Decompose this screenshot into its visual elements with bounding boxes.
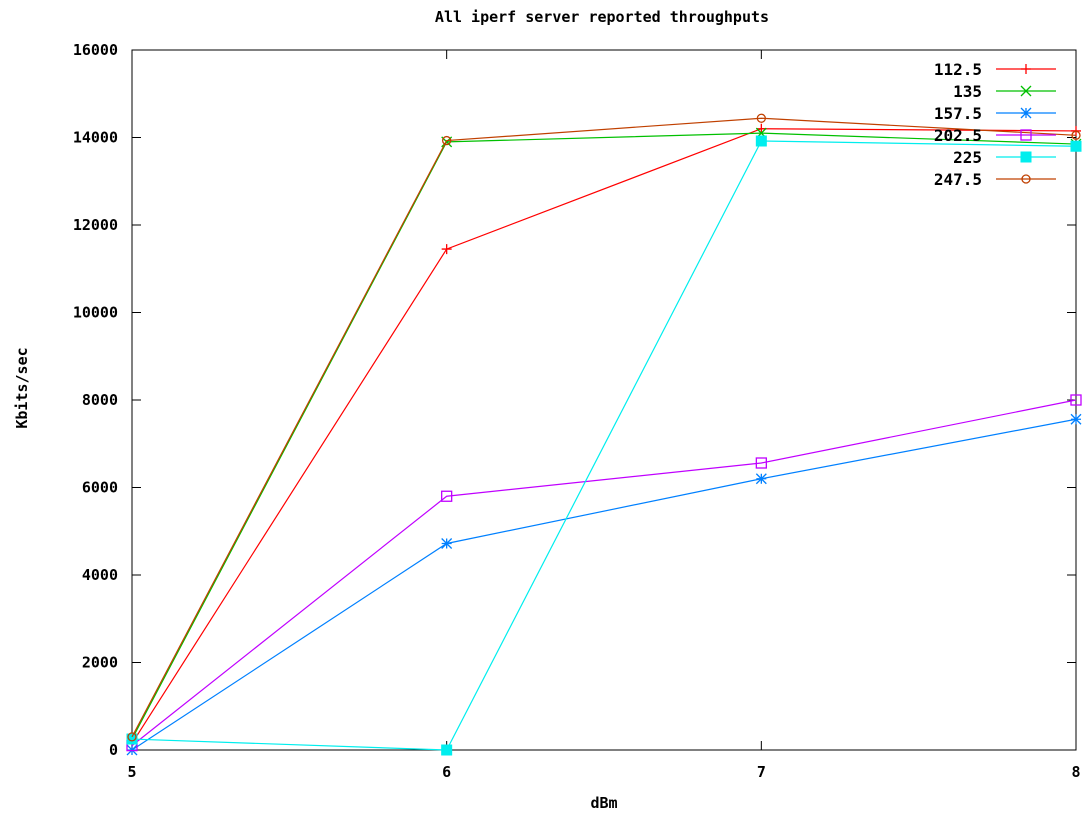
x-tick-label: 7 (757, 763, 766, 781)
chart-title: All iperf server reported throughputs (435, 8, 769, 26)
y-tick-label: 0 (109, 741, 118, 759)
data-point (756, 113, 766, 123)
y-tick-label: 2000 (82, 654, 118, 672)
data-point (755, 473, 767, 485)
data-point (441, 244, 452, 255)
x-axis-label: dBm (590, 794, 617, 812)
legend-label: 202.5 (934, 126, 982, 145)
legend-label: 112.5 (934, 60, 982, 79)
series-line (131, 418, 1077, 751)
data-point (1070, 394, 1082, 406)
legend-marker (1021, 174, 1031, 184)
data-point (755, 457, 767, 469)
legend: 112.5 135 157.5 202.5 225 247.5 (934, 60, 1056, 189)
y-axis-label: Kbits/sec (13, 347, 31, 428)
data-point (441, 744, 453, 756)
data-point (126, 733, 138, 745)
y-tick-label: 12000 (73, 216, 118, 234)
data-point (1070, 140, 1082, 152)
data-point (441, 490, 453, 502)
data-point (756, 123, 767, 134)
ticks-layer: 0 2000 4000 6000 8000 10000 12000 14000 16000 5 6 7… (73, 41, 1081, 781)
series-layer (126, 113, 1082, 756)
data-point (442, 135, 452, 146)
y-tick-label: 4000 (82, 566, 118, 584)
x-tick-label: 5 (127, 763, 136, 781)
series-112.5 (127, 123, 1081, 749)
legend-label: 247.5 (934, 170, 982, 189)
legend-label: 225 (953, 148, 982, 167)
series-line (131, 117, 1077, 738)
y-tick-label: 16000 (73, 41, 118, 59)
legend-marker (1020, 151, 1032, 163)
series-line (131, 140, 1077, 751)
y-tick-label: 14000 (73, 129, 118, 147)
y-tick-label: 8000 (82, 391, 118, 409)
series-202.5 (126, 394, 1082, 752)
data-point (1071, 130, 1081, 140)
series-line (131, 399, 1077, 747)
series-135 (126, 127, 1082, 745)
data-point (441, 538, 453, 549)
series-line (131, 132, 1077, 740)
series-157.5 (126, 413, 1082, 756)
legend-marker (1020, 107, 1032, 119)
x-tick-label: 6 (442, 763, 451, 781)
series-225 (126, 135, 1082, 756)
legend-marker (1021, 64, 1031, 74)
y-tick-label: 10000 (73, 304, 118, 322)
legend-label: 157.5 (934, 104, 982, 123)
data-point (127, 732, 137, 742)
legend-label: 135 (953, 82, 982, 101)
plot-frame (131, 49, 1077, 751)
legend-marker (1020, 129, 1032, 141)
series-247.5 (127, 113, 1081, 742)
legend-marker (1020, 85, 1032, 97)
series-line (131, 128, 1077, 744)
data-point (1070, 413, 1082, 425)
data-point (755, 135, 767, 147)
y-tick-label: 6000 (82, 479, 118, 497)
x-tick-label: 8 (1071, 763, 1080, 781)
